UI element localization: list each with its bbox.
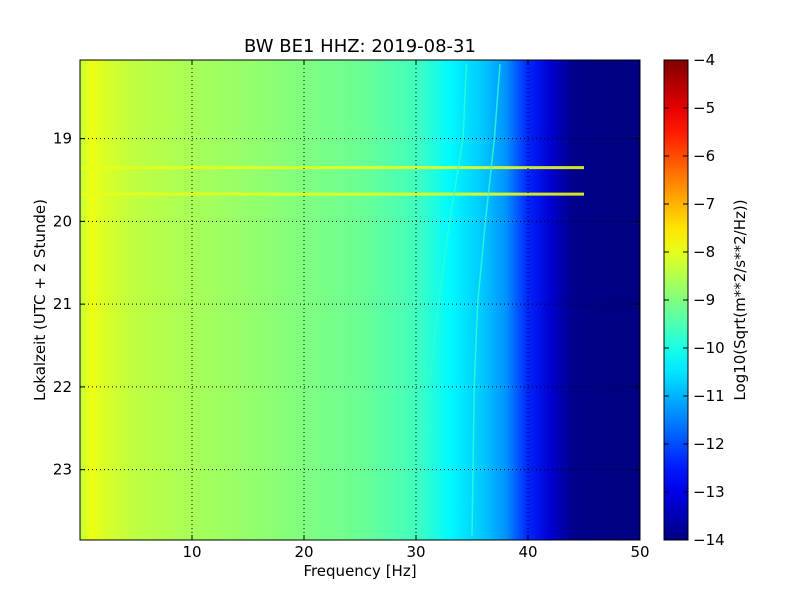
colorbar-tick-label: −13 — [693, 483, 725, 501]
chart-title: BW BE1 HHZ: 2019-08-31 — [244, 36, 476, 57]
y-axis: 19 20 21 22 23 — [53, 130, 640, 479]
x-tick-label: 50 — [630, 543, 649, 561]
plot-area — [79, 59, 641, 541]
colorbar-tick-label: −11 — [693, 387, 725, 405]
x-axis-label: Frequency [Hz] — [303, 562, 416, 580]
spectrogram-heatmap — [80, 60, 640, 540]
y-tick-label: 22 — [53, 378, 72, 396]
x-axis: 10 20 30 40 50 — [182, 60, 650, 561]
colorbar-tick-label: −8 — [693, 243, 715, 261]
colorbar-label: Log10(Sqrt(m**2/s**2/Hz)) — [731, 199, 749, 400]
colorbar-tick-label: −4 — [693, 51, 715, 69]
y-tick-label: 20 — [53, 212, 72, 230]
x-tick-label: 10 — [182, 543, 201, 561]
x-tick-label: 40 — [518, 543, 537, 561]
x-tick-label: 20 — [294, 543, 313, 561]
colorbar-tick-label: −12 — [693, 435, 725, 453]
x-tick-label: 30 — [406, 543, 425, 561]
heatmap-curve-line — [471, 64, 501, 536]
colorbar-tick-label: −7 — [693, 195, 715, 213]
heatmap-features — [80, 64, 584, 536]
colorbar: −4 −5 −6 −7 −8 −9 −10 −11 −12 −13 −14 Log10(Sqrt(m… — [663, 51, 749, 549]
colorbar-tick-label: −6 — [693, 147, 715, 165]
heatmap-curve-line — [426, 64, 468, 536]
y-tick-label: 23 — [53, 461, 72, 479]
y-axis-label: Lokalzeit (UTC + 2 Stunde) — [31, 199, 49, 401]
y-tick-label: 19 — [53, 130, 72, 148]
colorbar-tick-label: −14 — [693, 531, 725, 549]
y-tick-label: 21 — [53, 295, 72, 313]
colorbar-tick-label: −10 — [693, 339, 725, 357]
grid-lines — [80, 60, 640, 540]
colorbar-tick-label: −5 — [693, 99, 715, 117]
colorbar-tick-label: −9 — [693, 291, 715, 309]
plot-frame — [79, 59, 641, 541]
colorbar-ticks: −4 −5 −6 −7 −8 −9 −10 −11 −12 −13 −14 — [664, 51, 725, 549]
